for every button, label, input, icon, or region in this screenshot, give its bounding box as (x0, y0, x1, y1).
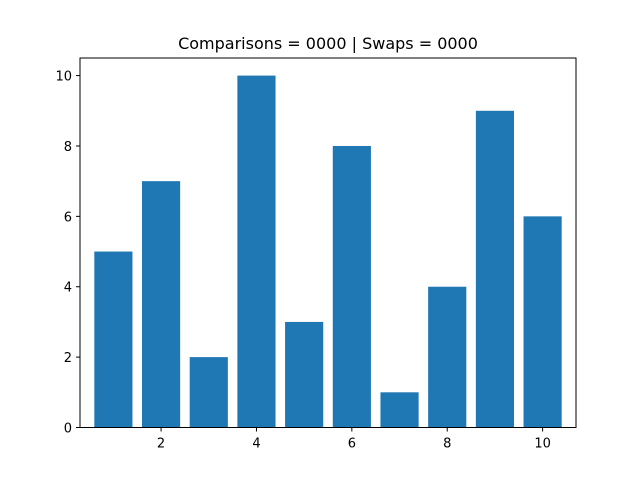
x-tick-label-4: 4 (252, 437, 260, 452)
y-tick-label-10: 10 (55, 70, 72, 85)
x-tick-label-10: 10 (534, 437, 551, 452)
bar-5 (285, 321, 324, 428)
y-tick-label-6: 6 (64, 210, 72, 225)
chart-title: Comparisons = 0000 | Swaps = 0000 (178, 34, 478, 53)
bar-2 (142, 181, 181, 428)
bar-4 (237, 75, 276, 428)
y-tick-label-0: 0 (64, 422, 72, 437)
x-tick-label-6: 6 (348, 437, 356, 452)
bar-10 (523, 216, 562, 428)
y-tick-label-8: 8 (64, 140, 72, 155)
bar-9 (475, 110, 514, 428)
bar-3 (189, 357, 228, 428)
x-tick-label-2: 2 (157, 437, 165, 452)
bar-8 (428, 286, 467, 428)
y-tick-label-4: 4 (64, 281, 72, 296)
bar-6 (332, 145, 371, 428)
axes-frame (79, 57, 577, 428)
x-tick-label-8: 8 (443, 437, 451, 452)
ticks-layer: 2 4 6 8 10 0 2 4 6 8 10 (55, 70, 550, 452)
bar-1 (94, 251, 133, 428)
bar-7 (380, 392, 419, 428)
y-tick-label-2: 2 (64, 351, 72, 366)
bars-layer (94, 75, 562, 428)
